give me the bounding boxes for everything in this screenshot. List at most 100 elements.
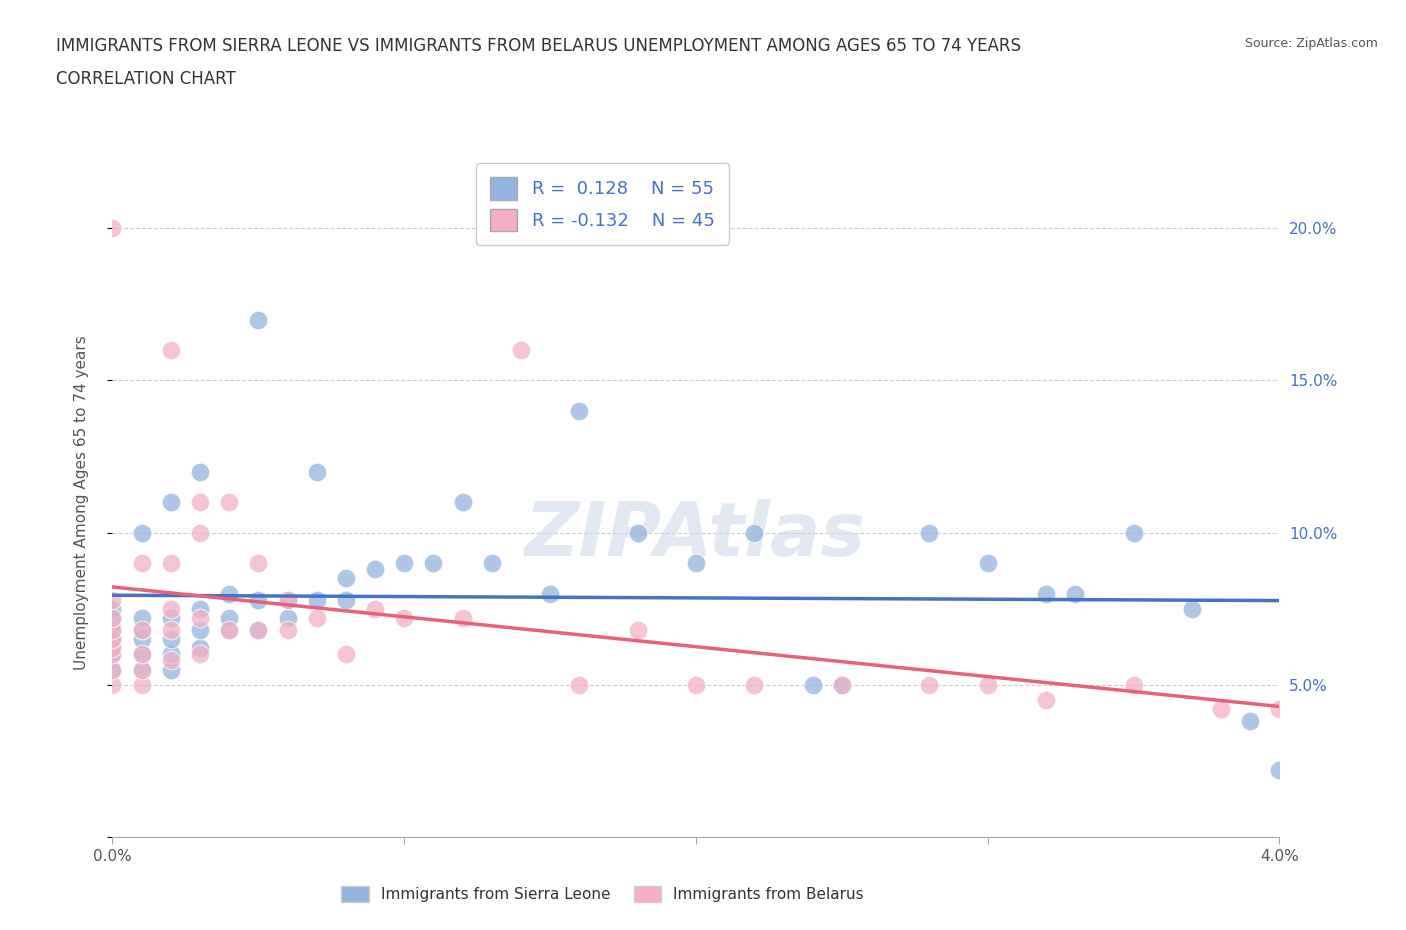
Point xyxy=(101,622,124,637)
Point xyxy=(131,610,153,625)
Point xyxy=(1181,602,1204,617)
Point xyxy=(131,555,153,570)
Point xyxy=(1035,693,1057,708)
Point xyxy=(305,610,328,625)
Legend: Immigrants from Sierra Leone, Immigrants from Belarus: Immigrants from Sierra Leone, Immigrants… xyxy=(333,879,872,910)
Point xyxy=(160,631,183,646)
Point xyxy=(101,631,124,646)
Point xyxy=(568,677,591,692)
Point xyxy=(101,662,124,677)
Point xyxy=(101,592,124,607)
Point xyxy=(160,662,183,677)
Point xyxy=(101,610,124,625)
Point xyxy=(101,662,124,677)
Point xyxy=(247,555,270,570)
Point xyxy=(160,647,183,662)
Point xyxy=(160,555,183,570)
Point xyxy=(101,647,124,662)
Point xyxy=(101,641,124,656)
Point xyxy=(131,647,153,662)
Text: ZIPAtlas: ZIPAtlas xyxy=(526,499,866,572)
Point xyxy=(188,464,211,479)
Point xyxy=(160,653,183,668)
Point xyxy=(188,525,211,540)
Point xyxy=(131,662,153,677)
Point xyxy=(918,525,941,540)
Point xyxy=(685,555,707,570)
Point xyxy=(218,622,240,637)
Point xyxy=(160,602,183,617)
Point xyxy=(451,495,474,510)
Point xyxy=(685,677,707,692)
Point xyxy=(218,610,240,625)
Point xyxy=(451,610,474,625)
Point xyxy=(247,592,270,607)
Point xyxy=(218,586,240,601)
Point xyxy=(305,464,328,479)
Point xyxy=(188,602,211,617)
Point xyxy=(131,622,153,637)
Point xyxy=(742,677,765,692)
Point xyxy=(131,662,153,677)
Point xyxy=(364,562,387,577)
Point xyxy=(160,495,183,510)
Point xyxy=(481,555,503,570)
Point xyxy=(918,677,941,692)
Point xyxy=(626,622,648,637)
Point xyxy=(101,220,124,235)
Text: IMMIGRANTS FROM SIERRA LEONE VS IMMIGRANTS FROM BELARUS UNEMPLOYMENT AMONG AGES : IMMIGRANTS FROM SIERRA LEONE VS IMMIGRAN… xyxy=(56,37,1021,55)
Point xyxy=(335,571,357,586)
Point xyxy=(188,495,211,510)
Point xyxy=(509,342,531,357)
Point xyxy=(538,586,561,601)
Point xyxy=(335,647,357,662)
Point xyxy=(392,610,416,625)
Point xyxy=(801,677,824,692)
Point xyxy=(188,641,211,656)
Point xyxy=(831,677,853,692)
Point xyxy=(568,404,591,418)
Point xyxy=(364,602,387,617)
Point xyxy=(247,622,270,637)
Point xyxy=(1122,677,1144,692)
Point xyxy=(101,610,124,625)
Point xyxy=(276,592,298,607)
Point xyxy=(1122,525,1144,540)
Point xyxy=(188,622,211,637)
Point xyxy=(131,647,153,662)
Point xyxy=(188,647,211,662)
Point xyxy=(831,677,853,692)
Point xyxy=(101,677,124,692)
Point xyxy=(160,342,183,357)
Point xyxy=(1064,586,1087,601)
Point xyxy=(160,622,183,637)
Point xyxy=(131,677,153,692)
Point xyxy=(218,622,240,637)
Point xyxy=(335,592,357,607)
Point xyxy=(188,610,211,625)
Point xyxy=(101,631,124,646)
Point xyxy=(1209,702,1232,717)
Point xyxy=(742,525,765,540)
Point xyxy=(131,525,153,540)
Point xyxy=(626,525,648,540)
Point xyxy=(160,610,183,625)
Point xyxy=(101,617,124,631)
Point xyxy=(131,622,153,637)
Point xyxy=(392,555,416,570)
Point xyxy=(976,555,998,570)
Point xyxy=(1268,702,1291,717)
Point xyxy=(276,622,298,637)
Point xyxy=(131,631,153,646)
Point xyxy=(1239,714,1261,729)
Point xyxy=(247,622,270,637)
Point xyxy=(218,495,240,510)
Point xyxy=(101,647,124,662)
Point xyxy=(276,592,298,607)
Point xyxy=(976,677,998,692)
Point xyxy=(1268,763,1291,777)
Point xyxy=(101,622,124,637)
Point xyxy=(305,592,328,607)
Text: Source: ZipAtlas.com: Source: ZipAtlas.com xyxy=(1244,37,1378,50)
Point xyxy=(1035,586,1057,601)
